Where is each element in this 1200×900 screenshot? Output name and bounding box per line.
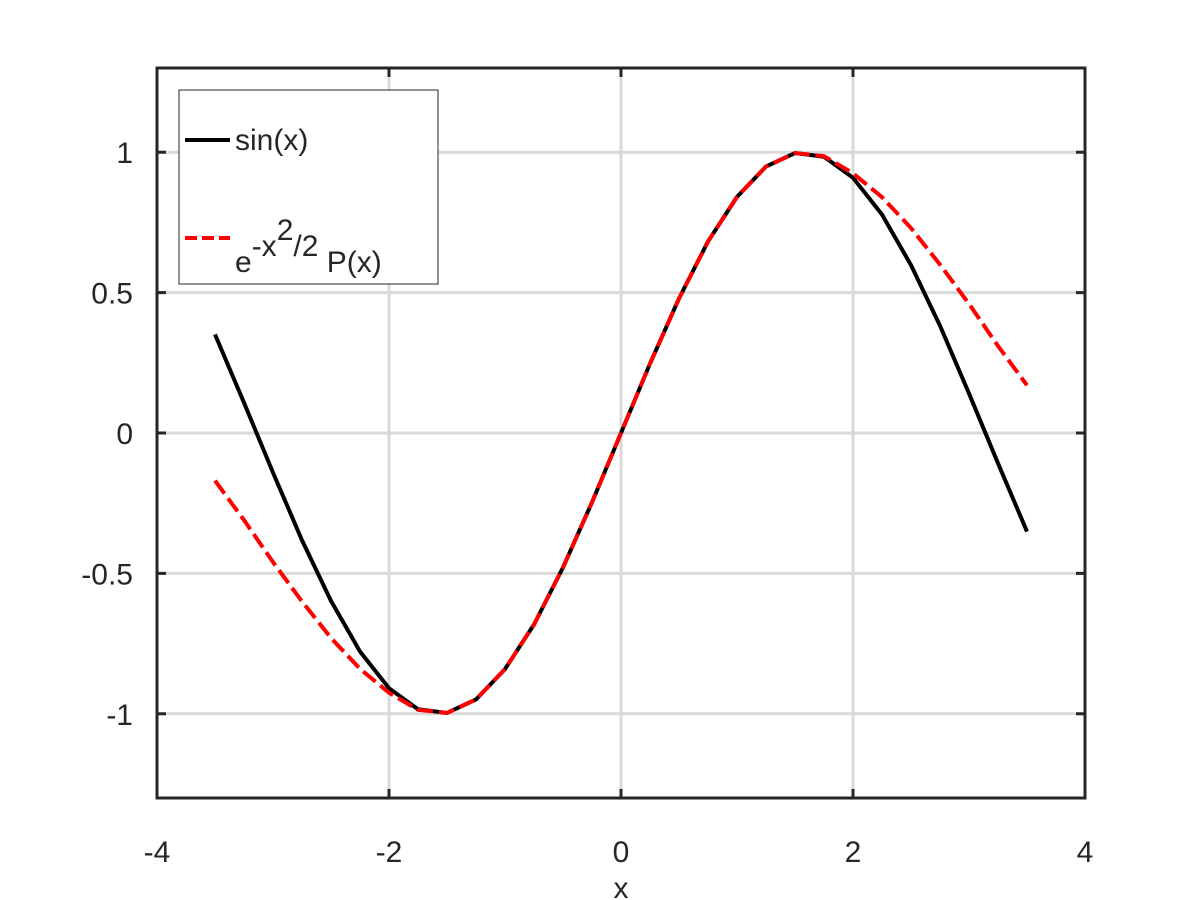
y-tick-label: 0 xyxy=(116,418,133,451)
x-tick-label: -4 xyxy=(144,836,171,869)
plot-frame xyxy=(155,66,1087,800)
y-tick-label: 1 xyxy=(116,137,133,170)
x-tick-label: 2 xyxy=(845,836,862,869)
legend-label: e-x2/2 P(x) xyxy=(235,214,382,279)
legend-box xyxy=(178,89,439,285)
y-tick-label: 0.5 xyxy=(91,278,133,311)
legend-label: sin(x) xyxy=(235,124,308,157)
x-tick-label: 4 xyxy=(1077,836,1094,869)
x-tick-label: -2 xyxy=(376,836,403,869)
y-tick-label: -0.5 xyxy=(81,558,133,591)
series-line xyxy=(213,151,1029,715)
x-tick-label: 0 xyxy=(613,836,630,869)
y-tick-label: -1 xyxy=(106,699,133,732)
x-axis-label: x xyxy=(614,872,629,900)
legend: sin(x) e-x2/2 P(x) xyxy=(178,89,439,285)
